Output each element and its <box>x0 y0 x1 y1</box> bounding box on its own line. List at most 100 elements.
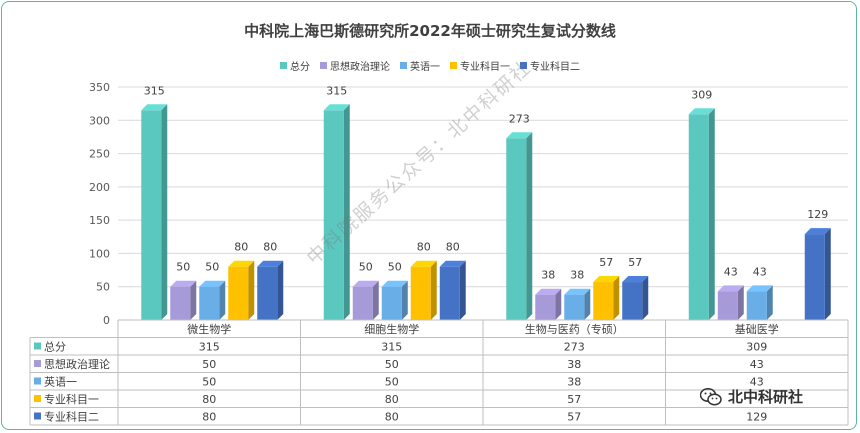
bar-side <box>343 104 350 320</box>
table-cell: 50 <box>385 376 399 389</box>
data-label: 80 <box>417 241 431 254</box>
legend-item: 总分 <box>280 58 310 73</box>
bar-top <box>199 280 226 287</box>
table-cell: 80 <box>202 393 216 406</box>
data-label: 43 <box>724 265 738 278</box>
table-cell: 80 <box>385 411 399 424</box>
y-tick-label: 200 <box>89 181 110 194</box>
table-cell: 57 <box>567 411 581 424</box>
bar-side <box>430 260 437 320</box>
data-label: 273 <box>509 112 530 125</box>
bar-side <box>613 276 620 320</box>
data-label: 57 <box>599 256 613 269</box>
legend-label: 专业科目一 <box>460 62 510 73</box>
y-tick-label: 250 <box>89 148 110 161</box>
table-legend-swatch <box>34 412 41 420</box>
bar-side <box>372 280 379 320</box>
x-category-label: 微生物学 <box>187 322 231 336</box>
bar <box>410 266 431 320</box>
bar-top <box>688 108 715 115</box>
bar-side <box>555 288 562 320</box>
bar-top <box>593 276 620 283</box>
bar <box>170 286 191 320</box>
legend-swatch <box>520 62 527 69</box>
legend-swatch <box>450 62 457 69</box>
table-cell: 50 <box>385 358 399 371</box>
bar <box>141 110 162 320</box>
bar <box>381 286 402 320</box>
y-tick-label: 0 <box>103 314 110 327</box>
bar <box>257 266 278 320</box>
data-label: 315 <box>326 84 347 97</box>
legend-swatch <box>320 62 327 69</box>
table-legend-swatch <box>34 342 41 350</box>
legend-item: 思想政治理论 <box>320 58 390 73</box>
data-label: 80 <box>234 241 248 254</box>
bar <box>593 282 614 320</box>
bar-top <box>228 260 255 267</box>
bar <box>228 266 249 320</box>
table-cell: 309 <box>746 341 767 354</box>
bar <box>804 234 825 320</box>
y-tick-label: 350 <box>89 81 110 94</box>
bar-top <box>410 260 437 267</box>
y-tick-label: 300 <box>89 114 110 127</box>
data-label: 309 <box>691 88 712 101</box>
table-legend-swatch <box>34 360 41 367</box>
table-cell: 50 <box>202 358 216 371</box>
table-series-name: 总分 <box>44 340 66 354</box>
x-category-label: 细胞生物学 <box>364 322 419 336</box>
bar-top <box>622 276 649 283</box>
bar-side <box>459 260 466 320</box>
table-cell: 38 <box>567 376 581 389</box>
bar-top <box>323 104 350 111</box>
table-cell: 273 <box>564 341 585 354</box>
bar-top <box>352 280 379 287</box>
table-cell: 57 <box>567 393 581 406</box>
bar <box>717 291 738 320</box>
bar-top <box>564 288 591 295</box>
bar <box>746 291 767 320</box>
table-series-name: 思想政治理论 <box>44 357 110 371</box>
data-label: 57 <box>628 256 642 269</box>
data-label: 38 <box>541 269 555 282</box>
bar <box>622 282 643 320</box>
y-tick-label: 150 <box>89 214 110 227</box>
table-cell: 43 <box>750 376 764 389</box>
bar-top <box>257 260 284 267</box>
legend-label: 英语一 <box>410 62 440 73</box>
x-category-label: 生物与医药（专硕） <box>525 322 624 336</box>
bar <box>439 266 460 320</box>
data-label: 50 <box>388 261 402 274</box>
bar-top <box>170 280 197 287</box>
bar-side <box>401 280 408 320</box>
bar-top <box>141 104 168 111</box>
table-series-name: 专业科目一 <box>44 392 99 406</box>
bar-top <box>381 280 408 287</box>
table-cell: 43 <box>750 358 764 371</box>
chart-title: 中科院上海巴斯德研究所2022年硕士研究生复试分数线 <box>244 22 616 40</box>
bar-side <box>642 276 649 320</box>
legend-label: 思想政治理论 <box>330 62 390 73</box>
data-label: 50 <box>359 261 373 274</box>
brand-name: 北中科研社 <box>728 388 804 406</box>
bar-top <box>717 285 744 292</box>
table-legend-swatch <box>34 377 41 385</box>
data-label: 50 <box>176 261 190 274</box>
bar <box>535 294 556 320</box>
bar <box>199 286 220 320</box>
bar-side <box>277 260 284 320</box>
legend-swatch <box>280 62 287 69</box>
legend-item: 英语一 <box>400 58 440 73</box>
bar-top <box>506 132 533 139</box>
data-label: 43 <box>753 265 767 278</box>
table-cell: 129 <box>746 411 767 424</box>
bar-side <box>161 104 168 320</box>
bar <box>352 286 373 320</box>
data-label: 38 <box>570 269 584 282</box>
legend-item: 专业科目二 <box>520 58 580 73</box>
table-cell: 38 <box>567 358 581 371</box>
bar <box>688 114 709 321</box>
legend-swatch <box>400 62 407 69</box>
